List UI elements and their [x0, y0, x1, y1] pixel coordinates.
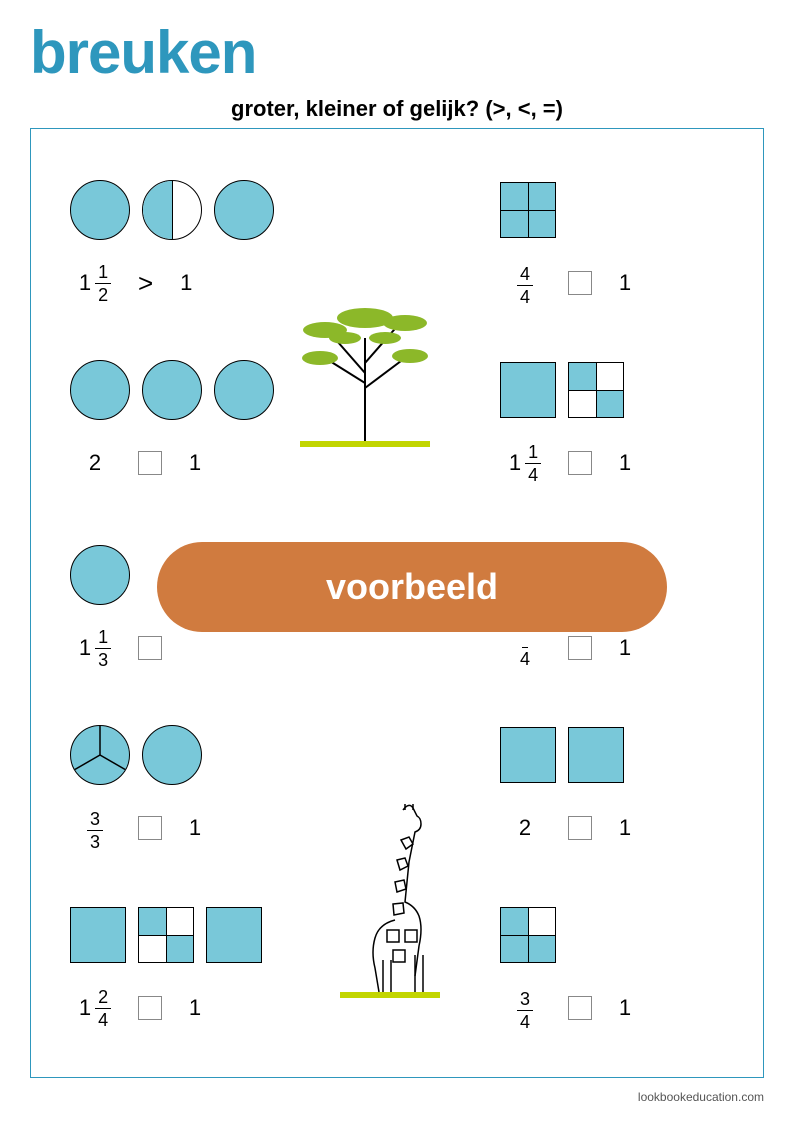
right-value: 1 [180, 995, 210, 1021]
answer-box[interactable] [138, 636, 162, 660]
answer-box[interactable] [568, 996, 592, 1020]
watermark-badge: voorbeeld [157, 542, 667, 632]
answer-box[interactable] [568, 451, 592, 475]
left-value: 44 [500, 260, 550, 306]
right-value: 1 [610, 450, 640, 476]
left-value: 124 [70, 988, 120, 1029]
answer-box[interactable] [138, 816, 162, 840]
left-value: 113 [70, 628, 120, 669]
problem-p8: 21 [500, 720, 740, 848]
left-value: 34 [500, 985, 550, 1031]
left-value: 114 [500, 443, 550, 484]
problem-p10: 34 1 [500, 900, 740, 1028]
right-value: 1 [610, 270, 640, 296]
answer-given: > [138, 268, 153, 299]
answer-box[interactable] [138, 451, 162, 475]
problem-p3: 21 [70, 355, 350, 483]
watermark-text: voorbeeld [326, 566, 498, 608]
answer-box[interactable] [568, 816, 592, 840]
answer-box[interactable] [568, 636, 592, 660]
right-value: 1 [180, 815, 210, 841]
answer-box[interactable] [568, 271, 592, 295]
right-value: 1 [171, 270, 201, 296]
right-value: 1 [610, 995, 640, 1021]
left-value: 33 [70, 805, 120, 851]
problem-p4: 114 1 [500, 355, 740, 483]
giraffe-icon [335, 800, 445, 1000]
page-subtitle: groter, kleiner of gelijk? (>, <, =) [0, 96, 794, 122]
left-value: 112 [70, 263, 120, 304]
left-value: 2 [500, 815, 550, 841]
problem-p9: 124 1 [70, 900, 350, 1028]
right-value: 1 [610, 815, 640, 841]
problem-p1: 112 >1 [70, 175, 350, 303]
answer-box[interactable] [138, 996, 162, 1020]
left-value: 4 [500, 628, 550, 668]
footer-credit: lookbookeducation.com [638, 1090, 764, 1104]
right-value: 1 [610, 635, 640, 661]
problem-p2: 44 1 [500, 175, 740, 303]
left-value: 2 [70, 450, 120, 476]
problem-p7: 33 1 [70, 720, 350, 848]
page-title: breuken [30, 18, 256, 87]
right-value: 1 [180, 450, 210, 476]
